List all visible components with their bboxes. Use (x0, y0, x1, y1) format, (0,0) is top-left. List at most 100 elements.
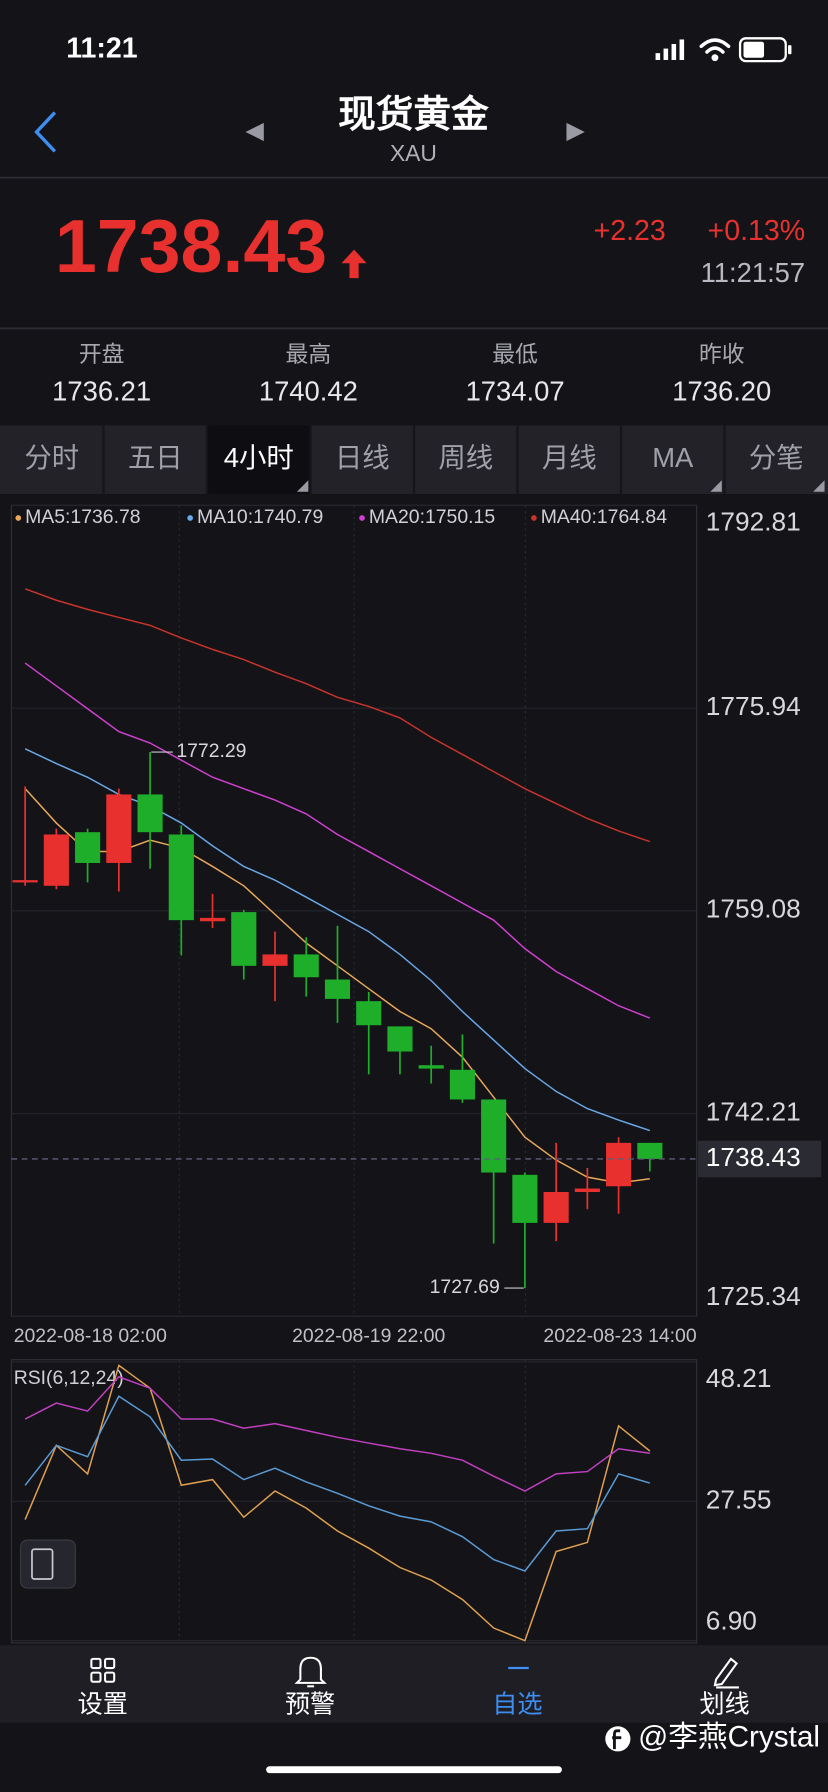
signal-icon (655, 39, 685, 61)
legend-label: MA5:1736.78 (25, 506, 140, 528)
tab[interactable]: 分笔 (749, 442, 804, 473)
tab[interactable]: 4小时 (224, 442, 294, 473)
x-tick-label: 2022-08-18 02:00 (14, 1325, 167, 1347)
back-button[interactable] (34, 111, 57, 153)
stat-value: 1734.07 (466, 376, 565, 407)
candle-body (606, 1142, 632, 1187)
tab[interactable]: 周线 (438, 442, 493, 473)
x-tick-label: 2022-08-23 14:00 (543, 1325, 696, 1347)
last-price-label: 1738.43 (706, 1142, 801, 1172)
rsi-chart: 6.90 27.55 48.21 RSI(6,12,24) (11, 1361, 772, 1642)
tabs: 分时 五日 4小时 日线 周线 月线 MA 分笔 (24, 425, 804, 494)
rsi-line (24, 1395, 651, 1572)
change-percent: +0.13% (708, 215, 806, 247)
candle-body (481, 1099, 507, 1173)
home-indicator (266, 1766, 562, 1774)
alert-icon (294, 1656, 327, 1688)
up-arrow (341, 249, 367, 279)
change: +2.23 (594, 215, 666, 247)
y-tick-label: 6.90 (706, 1605, 757, 1635)
candle-body (262, 954, 288, 966)
tab[interactable]: 分时 (24, 442, 79, 473)
nav-label[interactable]: 自选 (492, 1690, 542, 1718)
candle-body (574, 1188, 600, 1193)
rsi-line (24, 1375, 650, 1492)
tab[interactable]: 日线 (335, 442, 390, 473)
symbol: XAU (390, 140, 437, 166)
panel-title: RSI(6,12,24) (14, 1367, 124, 1389)
rsi-line (24, 1364, 651, 1642)
y-tick-label: 1742.21 (706, 1096, 801, 1126)
candle-body (43, 834, 69, 886)
y-tick-label: 1725.34 (706, 1281, 801, 1311)
candle-body (637, 1142, 663, 1159)
tab[interactable]: 月线 (542, 442, 597, 473)
legend-label: MA40:1764.84 (541, 506, 667, 528)
settings-icon (90, 1657, 116, 1683)
legend-dot (359, 515, 365, 521)
y-tick-label: 48.21 (706, 1363, 772, 1393)
title: 现货黄金 (338, 93, 489, 135)
legend-dot (15, 515, 22, 521)
stat-label: 最高 (286, 341, 332, 367)
ma-line (24, 662, 651, 1019)
annotation: 1727.69 (430, 1276, 500, 1298)
legend-label: MA10:1740.79 (197, 506, 323, 528)
candle-body (356, 1001, 382, 1026)
candle-body (293, 954, 319, 978)
prev-button[interactable] (245, 122, 264, 142)
x-tick-label: 2022-08-19 22:00 (292, 1325, 445, 1347)
stat-value: 1736.20 (672, 376, 771, 407)
annotation: 1772.29 (176, 740, 246, 762)
nav-label[interactable]: 设置 (78, 1690, 128, 1718)
battery-icon (738, 37, 792, 63)
candle-body (231, 912, 257, 966)
y-tick-label: 1792.81 (706, 507, 801, 537)
watermark: @李燕Crystal (638, 1721, 820, 1754)
next-button[interactable] (566, 122, 585, 142)
tab[interactable]: MA (652, 442, 694, 473)
stat-label: 最低 (492, 341, 538, 367)
stat-value: 1740.42 (259, 376, 358, 407)
ma-line (24, 588, 651, 843)
candle-body (418, 1065, 444, 1069)
candle-body (137, 794, 163, 833)
candle-body (12, 880, 38, 883)
y-tick-label: 27.55 (706, 1484, 772, 1514)
y-tick-label: 1775.94 (706, 691, 801, 721)
candle-body (168, 834, 194, 921)
candle-chart: 1725.34 1742.21 1759.08 1775.94 1792.81 MA5:1… (11, 504, 822, 1347)
candle-body (75, 832, 101, 863)
y-tick-label: 1759.08 (706, 894, 801, 924)
candle-body (512, 1174, 538, 1223)
legend-dot (187, 515, 194, 521)
draw-icon (713, 1657, 739, 1689)
candle-body (387, 1026, 413, 1052)
stat-value: 1736.21 (52, 376, 151, 407)
bottom-nav (0, 1645, 828, 1723)
watermark-icon-glyph (612, 1729, 622, 1750)
nav-label[interactable]: 预警 (285, 1690, 335, 1718)
legend-label: MA20:1750.15 (369, 506, 495, 528)
quote-time: 11:21:57 (701, 257, 806, 288)
candle-body (543, 1192, 569, 1223)
candle-body (199, 917, 226, 922)
fullscreen-button[interactable] (19, 1539, 76, 1589)
tab[interactable]: 五日 (128, 442, 183, 473)
stat-label: 昨收 (699, 341, 745, 367)
fullscreen-icon (31, 1548, 54, 1580)
candle-body (449, 1069, 475, 1100)
stats: 开盘 1736.21 最高 1740.42 最低 1734.07 昨收 1736.20 (52, 341, 771, 407)
nav-items: 设置 预警 自选 划线 (78, 1690, 750, 1718)
status-time: 11:21 (66, 32, 138, 64)
wifi-icon (699, 38, 731, 62)
candle-body (324, 979, 351, 999)
candle-body (106, 794, 132, 863)
last-price-box (697, 1140, 822, 1178)
nav-label[interactable]: 划线 (700, 1690, 750, 1718)
price: 1738.43 (55, 204, 327, 288)
tab-active-bg (207, 425, 311, 494)
stat-label: 开盘 (79, 341, 125, 367)
